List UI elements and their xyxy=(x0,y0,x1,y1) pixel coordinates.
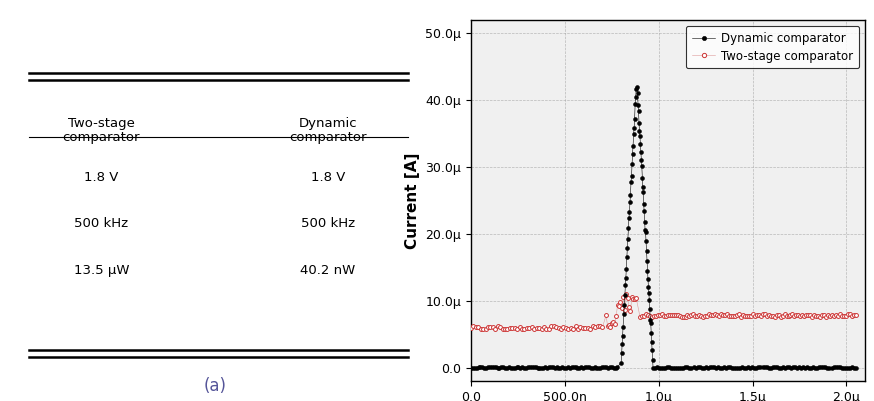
Line: Two-stage comparator: Two-stage comparator xyxy=(469,292,857,331)
Dynamic comparator xyxy=(469,365,480,370)
Dynamic comparator xyxy=(632,84,642,89)
Dynamic comparator xyxy=(466,365,476,370)
Two-stage comparator xyxy=(482,324,493,329)
Text: (a): (a) xyxy=(203,377,226,395)
Two-stage comparator xyxy=(466,326,476,331)
Two-stage comparator xyxy=(565,326,576,330)
Two-stage comparator xyxy=(850,312,861,317)
Two-stage comparator xyxy=(490,327,501,332)
Dynamic comparator xyxy=(636,164,647,169)
Dynamic comparator xyxy=(494,365,504,370)
Two-stage comparator xyxy=(728,314,739,318)
Y-axis label: Current [A]: Current [A] xyxy=(405,152,420,249)
Dynamic comparator xyxy=(830,365,841,370)
Dynamic comparator xyxy=(618,325,628,330)
Two-stage comparator xyxy=(621,292,631,297)
Dynamic comparator xyxy=(634,108,644,113)
Line: Dynamic comparator: Dynamic comparator xyxy=(469,85,857,370)
Two-stage comparator xyxy=(664,312,675,317)
Dynamic comparator xyxy=(646,321,656,326)
Legend: Dynamic comparator, Two-stage comparator: Dynamic comparator, Two-stage comparator xyxy=(686,26,859,69)
Dynamic comparator xyxy=(850,365,861,370)
Two-stage comparator xyxy=(783,314,794,319)
Two-stage comparator xyxy=(787,312,798,316)
